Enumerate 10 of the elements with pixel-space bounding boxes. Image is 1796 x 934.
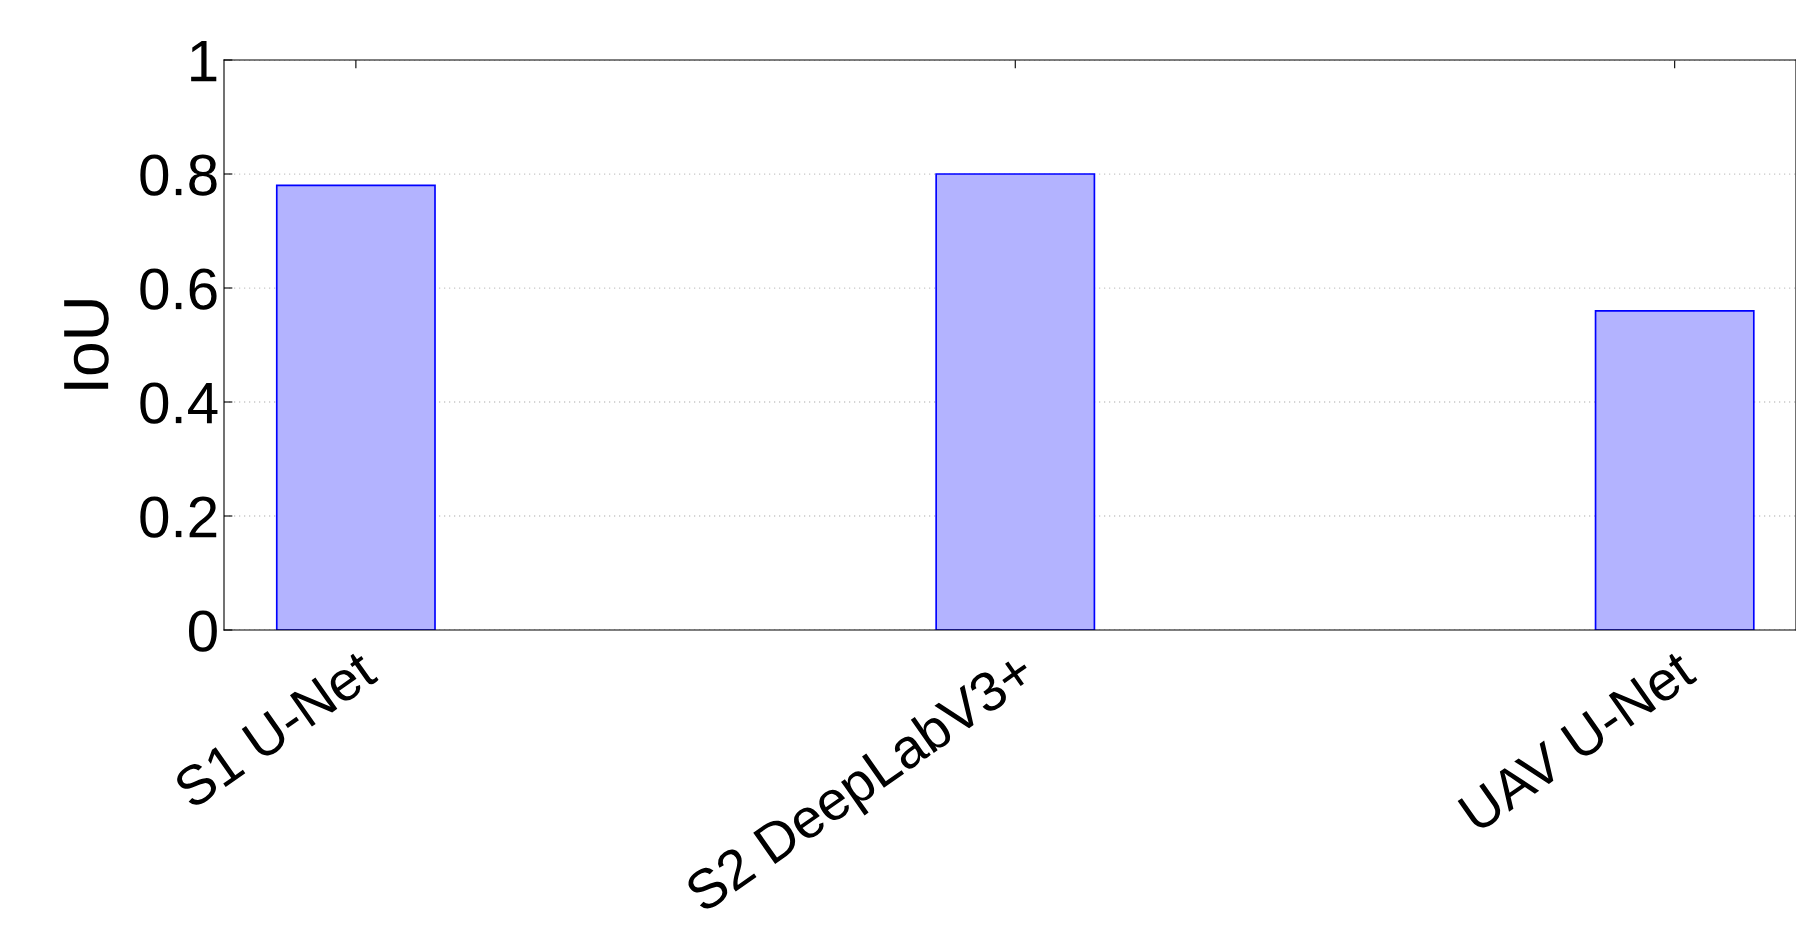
y-tick-label: 1 [191,41,217,82]
y-tick-label: 0.4 [140,382,218,424]
bar [1594,309,1755,630]
y-tick-label: 0.2 [140,496,217,538]
bar [275,184,436,630]
y-tick-label: 0.8 [140,154,217,196]
y-tick-label: 0.6 [140,268,217,310]
y-tick-label: 0 [188,610,217,652]
y-axis-title: IoU [64,300,109,389]
bar [935,173,1096,630]
